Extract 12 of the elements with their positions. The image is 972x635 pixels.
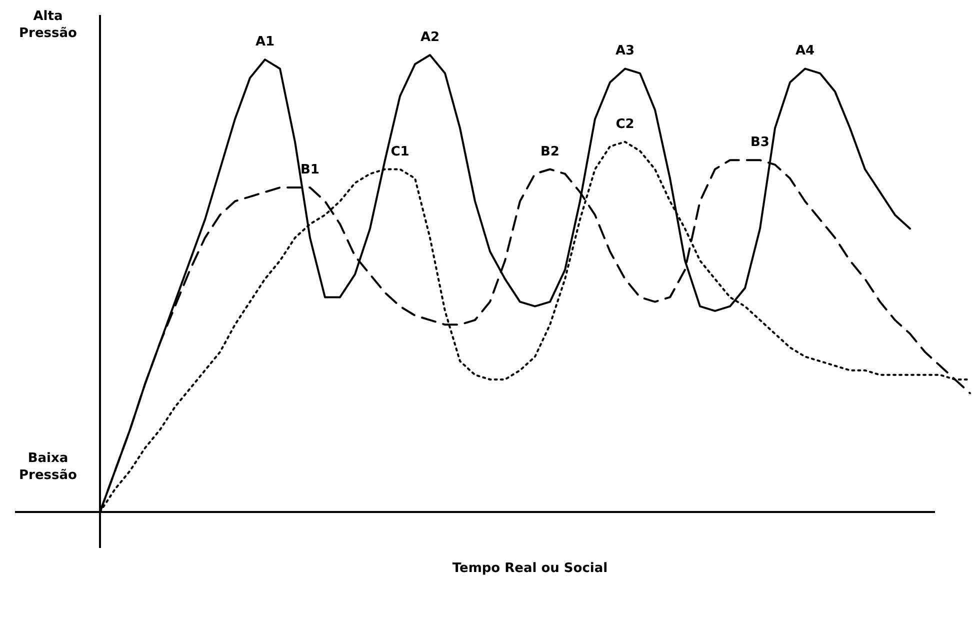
annotation: C1 [390,144,410,160]
text: Alta Pressão [19,9,78,41]
annotation: C2 [616,116,634,132]
x-axis-title: Tempo Real ou Social [452,561,608,576]
annotation: B2 [540,144,560,160]
annotation: B1 [300,162,320,178]
annotation: B3 [750,135,770,150]
text: A2 [420,30,440,45]
annotation: A3 [615,44,635,59]
annotation: A4 [795,44,815,59]
text: A1 [255,34,275,50]
text: Baixa Pressão [19,451,78,483]
